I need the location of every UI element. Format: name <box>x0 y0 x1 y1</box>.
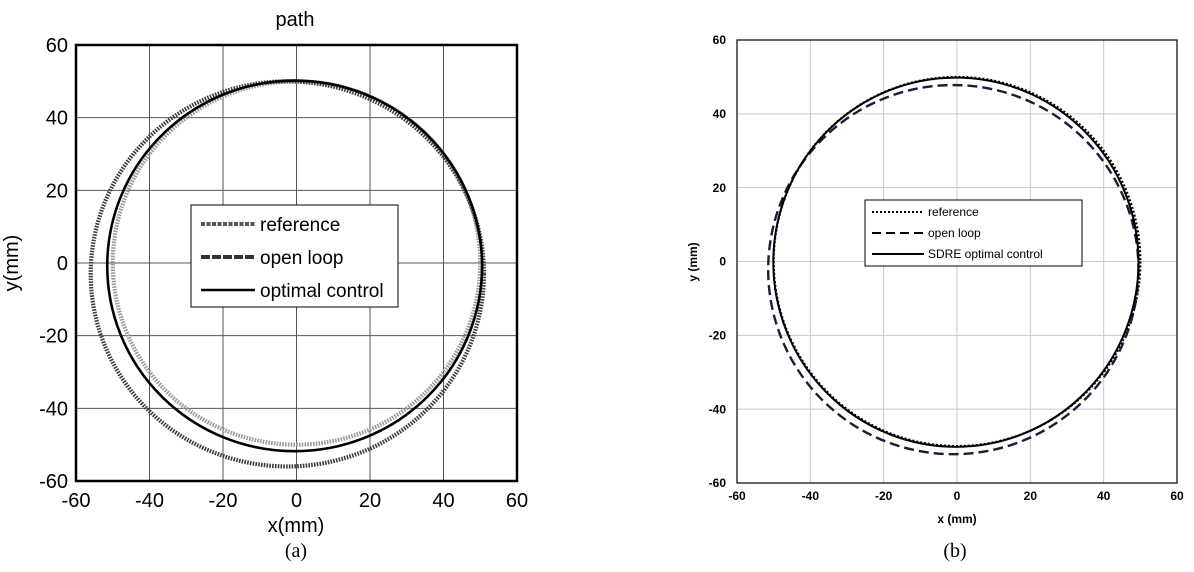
y-tick-label: -60 <box>709 476 727 490</box>
panel-a-ylabel: y(mm) <box>1 235 23 292</box>
series-optimal-control <box>105 79 484 453</box>
panel-a-legend: reference open loop optimal control <box>190 204 399 308</box>
y-tick-label: -40 <box>39 398 68 420</box>
panel-b-ylabel: y (mm) <box>686 242 700 281</box>
legend-a-label-optimal-control: optimal control <box>260 281 384 302</box>
y-tick-label: 40 <box>713 107 727 121</box>
panel-a-tick-labels: -60 -40 -20 0 20 40 60 -60 -40 -20 0 20 40 60 <box>39 35 528 512</box>
y-tick-label: -20 <box>709 329 727 343</box>
y-tick-label: 60 <box>713 33 727 47</box>
panel-b-tick-labels: -60 -40 -20 0 20 40 60 -60 -40 -20 0 20 40 60 <box>709 33 1184 503</box>
x-tick-label: 60 <box>1170 489 1184 503</box>
x-tick-label: 60 <box>506 490 528 512</box>
panel-a-xlabel: x(mm) <box>268 515 325 537</box>
panel-b-series <box>766 75 1142 456</box>
x-tick-label: -40 <box>802 489 820 503</box>
x-tick-label: 40 <box>432 490 454 512</box>
x-tick-label: 40 <box>1097 489 1111 503</box>
y-tick-label: 40 <box>46 108 68 130</box>
panel-b-axes-frame <box>736 39 1178 484</box>
x-tick-label: -20 <box>209 490 238 512</box>
y-tick-label: -20 <box>39 326 68 348</box>
panel-b-label: (b) <box>943 540 966 562</box>
panel-b-legend: reference open loop SDRE optimal control <box>864 199 1083 267</box>
y-tick-label: -40 <box>709 402 727 416</box>
series-open-loop <box>766 83 1140 456</box>
x-tick-label: 20 <box>1024 489 1038 503</box>
legend-a-label-reference: reference <box>260 215 340 236</box>
panel-a: path -60 -40 -20 0 20 40 60 -60 -40 -20 0 20 40 60 x(… <box>1 9 528 562</box>
panel-a-axes-frame <box>74 43 519 483</box>
x-tick-label: 20 <box>359 490 381 512</box>
panel-a-title: path <box>276 9 315 31</box>
legend-b-label-sdre-optimal-control: SDRE optimal control <box>928 247 1043 261</box>
y-tick-label: 0 <box>719 255 726 269</box>
panel-b-xlabel: x (mm) <box>937 512 976 526</box>
y-tick-label: -60 <box>39 471 68 493</box>
y-tick-label: 20 <box>46 180 68 202</box>
y-tick-label: 20 <box>713 181 727 195</box>
y-tick-label: 0 <box>57 253 68 275</box>
x-tick-label: 0 <box>291 490 302 512</box>
legend-b-label-reference: reference <box>928 205 979 219</box>
x-tick-label: -60 <box>728 489 746 503</box>
panel-a-series <box>88 79 487 469</box>
series-sdre-optimal-control <box>772 76 1140 448</box>
legend-b-label-open-loop: open loop <box>928 226 981 240</box>
x-tick-label: -20 <box>875 489 893 503</box>
x-tick-label: 0 <box>954 489 961 503</box>
legend-a-label-open-loop: open loop <box>260 248 343 269</box>
x-tick-label: -60 <box>62 490 91 512</box>
x-tick-label: -40 <box>135 490 164 512</box>
y-tick-label: 60 <box>46 35 68 57</box>
panel-a-label: (a) <box>285 540 307 562</box>
